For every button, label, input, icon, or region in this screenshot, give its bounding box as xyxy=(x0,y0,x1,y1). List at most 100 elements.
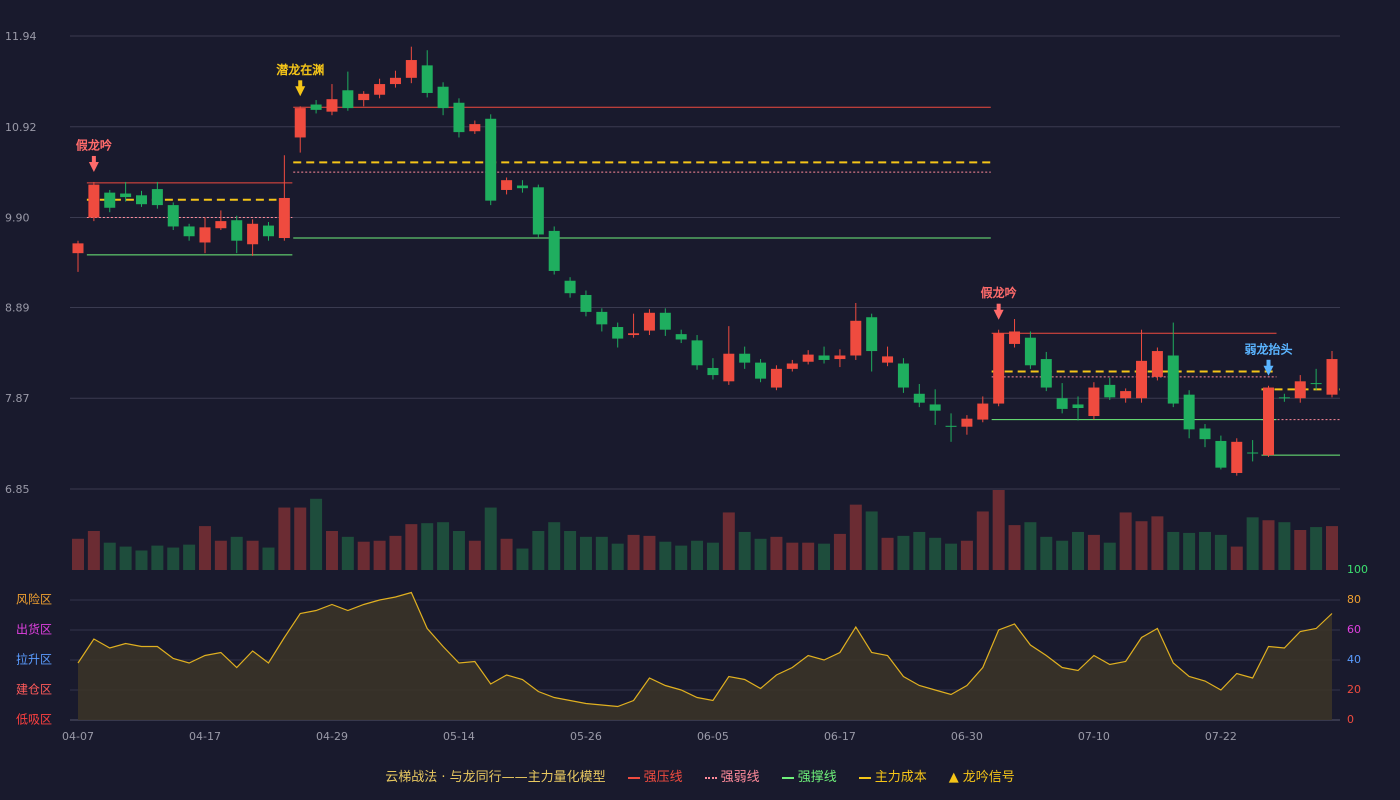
indicator-area xyxy=(78,592,1332,720)
candle-body xyxy=(1294,381,1306,399)
candle-body xyxy=(278,197,290,239)
volume-bar xyxy=(1103,542,1116,570)
candle-body xyxy=(1199,428,1211,440)
candle-body xyxy=(135,195,147,205)
candle-body xyxy=(88,184,100,218)
volume-bar xyxy=(1214,534,1227,570)
signal-arrow-stem xyxy=(1266,359,1271,367)
volume-bar xyxy=(754,538,767,570)
candle-body xyxy=(405,60,417,78)
volume-bar xyxy=(214,540,227,570)
x-tick-label: 06-05 xyxy=(697,730,729,743)
y-tick-label: 8.89 xyxy=(5,301,30,314)
legend: 云梯战法 · 与龙同行——主力量化模型 强压线 强弱线 强撑线 主力成本 ▲ 龙吟信号 xyxy=(0,766,1400,785)
volume-bar xyxy=(706,542,719,570)
candle-body xyxy=(215,221,227,229)
indicator-tick-label: 20 xyxy=(1347,683,1361,696)
candle-body xyxy=(993,333,1005,404)
indicator-tick-label: 60 xyxy=(1347,623,1361,636)
legend-label: 强弱线 xyxy=(720,770,760,785)
volume-bar xyxy=(72,538,84,570)
volume-bar xyxy=(500,538,513,570)
candle-body xyxy=(818,355,830,360)
candle-body xyxy=(691,340,703,366)
volume-bar xyxy=(548,522,561,570)
volume-bar xyxy=(135,550,148,570)
candle-body xyxy=(421,65,433,93)
indicator-tick-label: 40 xyxy=(1347,653,1361,666)
candle-body xyxy=(1183,394,1195,430)
candle-body xyxy=(501,180,513,190)
candle-body xyxy=(151,189,163,206)
volume-bar xyxy=(151,545,164,570)
volume-bar xyxy=(437,522,450,570)
x-tick-label: 05-26 xyxy=(570,730,602,743)
candle-body xyxy=(659,312,671,330)
candle-body xyxy=(1326,359,1338,395)
y-tick-label: 6.85 xyxy=(5,483,30,496)
candle-body xyxy=(628,333,640,336)
candle-body xyxy=(1024,337,1036,366)
legend-label: 强撑线 xyxy=(797,770,837,785)
volume-bar xyxy=(294,507,307,570)
candle-body xyxy=(1056,398,1068,409)
signal-label: 假龙吟 xyxy=(981,285,1017,300)
candle-body xyxy=(1278,397,1290,399)
candle-body xyxy=(786,363,798,369)
volume-bar xyxy=(833,533,846,570)
legend-label: 强压线 xyxy=(643,770,683,785)
y-tick-label: 11.94 xyxy=(5,30,37,43)
volume-bar xyxy=(818,543,831,570)
volume-bar xyxy=(881,537,894,570)
candle-body xyxy=(469,124,481,132)
volume-bar xyxy=(262,547,275,570)
indicator-line xyxy=(77,591,1333,708)
candle-body xyxy=(580,294,592,312)
x-tick-label: 06-30 xyxy=(951,730,983,743)
indicator-tick-label: 80 xyxy=(1347,593,1361,606)
volume-bar xyxy=(627,534,640,570)
candle-body xyxy=(882,356,894,363)
candle-body xyxy=(977,403,989,420)
candle-body xyxy=(326,99,338,112)
zone-label: 拉升区 xyxy=(16,652,52,667)
legend-key xyxy=(704,776,717,779)
volume-bar xyxy=(341,536,354,570)
legend-key xyxy=(858,776,871,779)
candle-body xyxy=(294,108,306,138)
volume-bar xyxy=(1199,531,1212,570)
candle-body xyxy=(1088,387,1100,417)
volume-bar xyxy=(849,504,862,570)
candle-body xyxy=(707,367,719,376)
volume-bar xyxy=(929,537,942,570)
signal-arrow xyxy=(88,161,99,172)
volume-bar xyxy=(913,531,926,570)
candle-body xyxy=(596,311,608,325)
candle-body xyxy=(358,93,370,101)
zone-label: 建仓区 xyxy=(16,683,52,697)
volume-bar xyxy=(945,543,958,570)
candle-body xyxy=(485,118,497,201)
candle-body xyxy=(374,84,386,95)
indicator-tick-label: 0 xyxy=(1347,713,1354,726)
candle-body xyxy=(770,368,782,388)
volume-bar xyxy=(1294,530,1307,570)
candle-body xyxy=(564,280,576,294)
candle-body xyxy=(675,334,687,340)
candle-body xyxy=(389,77,401,85)
volume-bar xyxy=(1119,512,1132,570)
signal-arrow xyxy=(993,309,1004,320)
candle-body xyxy=(961,418,973,427)
y-tick-label: 10.92 xyxy=(5,121,37,134)
volume-bar xyxy=(357,541,370,570)
candle-body xyxy=(167,205,179,227)
legend-item: ▲ 龙吟信号 xyxy=(949,766,1015,785)
volume-bar xyxy=(310,498,323,570)
volume-bar xyxy=(1262,520,1275,570)
volume-bar xyxy=(405,524,418,570)
volume-bar xyxy=(484,507,497,570)
candle-body xyxy=(1040,359,1052,388)
x-tick-label: 07-10 xyxy=(1078,730,1110,743)
signal-arrow xyxy=(1263,365,1274,376)
candle-body xyxy=(120,193,132,198)
